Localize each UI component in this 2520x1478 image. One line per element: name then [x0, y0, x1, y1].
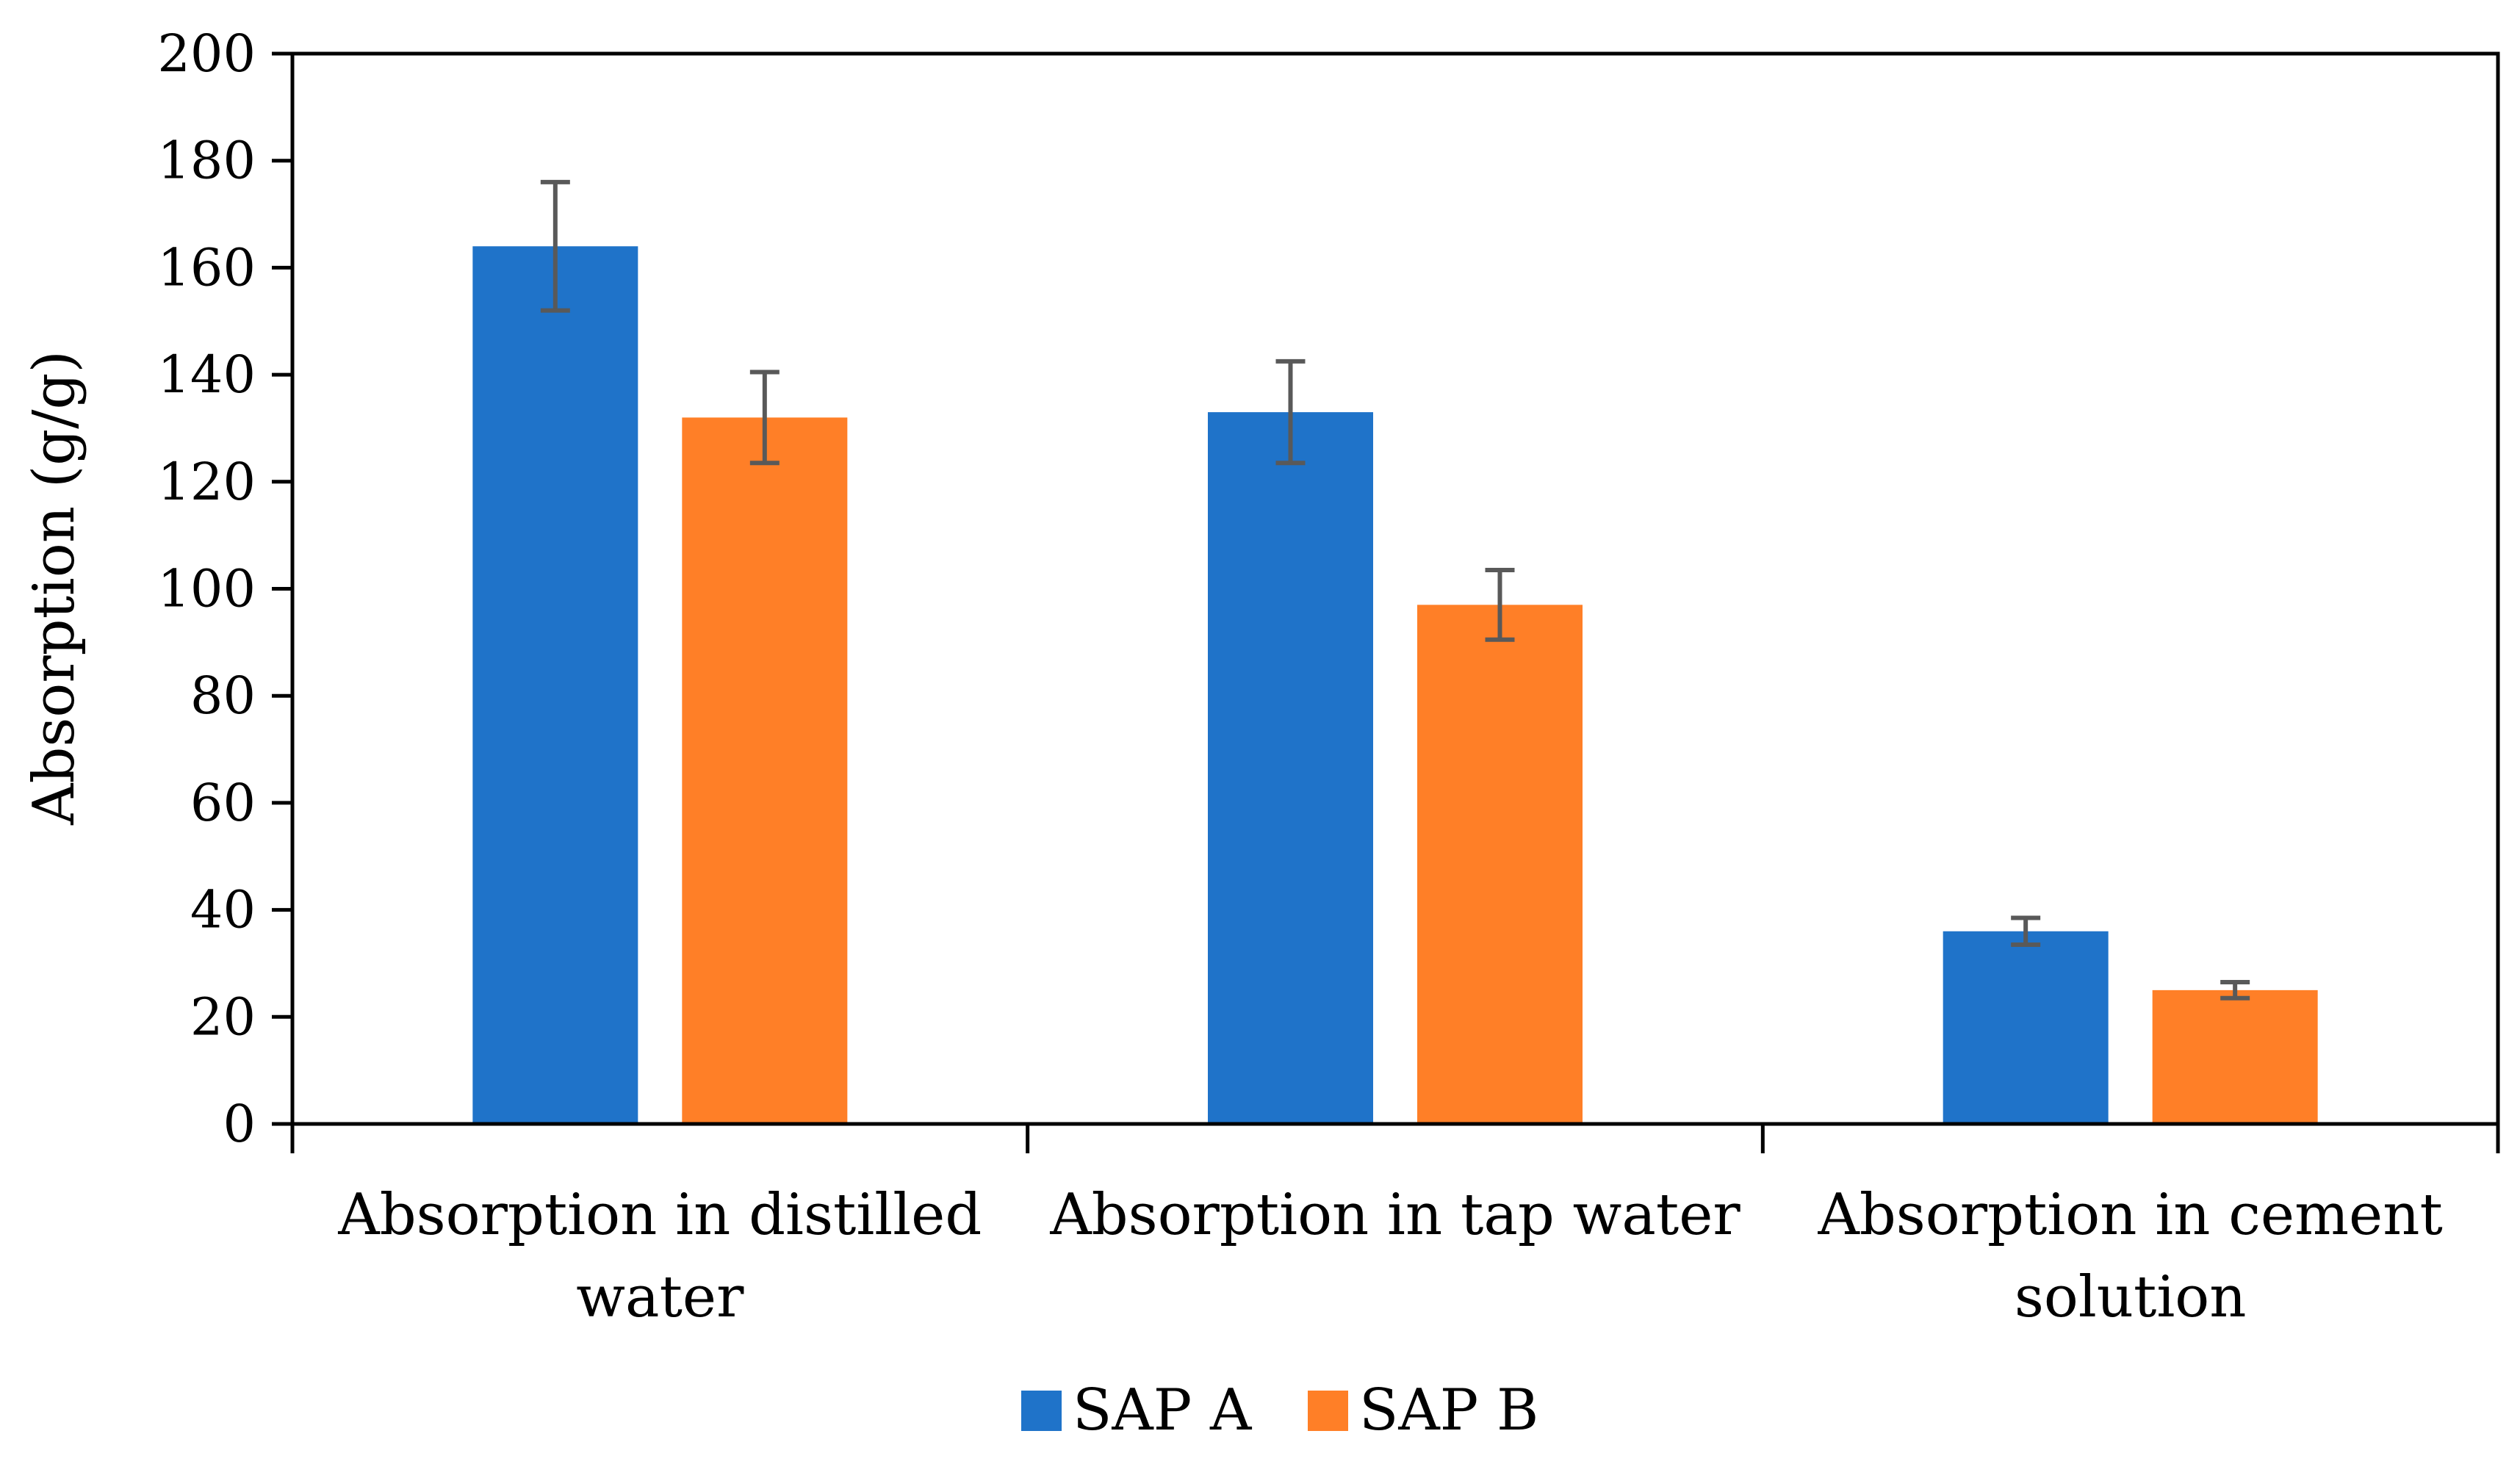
y-tick-label: 200	[157, 24, 256, 84]
error-bar	[1485, 568, 1515, 642]
legend-label-sap-a: SAP A	[1073, 1377, 1253, 1443]
y-tick-label: 20	[190, 987, 256, 1047]
x-category-label-line: Absorption in cement	[1818, 1182, 2443, 1248]
x-category-label-line: Absorption in distilled	[337, 1182, 982, 1248]
bar-sap-b-2	[1417, 605, 1583, 1124]
legend-label-sap-b: SAP B	[1359, 1377, 1538, 1443]
y-tick-label: 140	[157, 345, 256, 405]
bar-sap-a-2	[1208, 412, 1373, 1124]
x-category-label-line: Absorption in tap water	[1049, 1182, 1740, 1248]
y-tick-label: 160	[157, 237, 256, 298]
error-bar	[2011, 915, 2041, 947]
bars	[472, 246, 2318, 1124]
axes	[272, 51, 2500, 1153]
y-tick-label: 40	[190, 880, 256, 940]
x-category-label: Absorption in cement solution	[1818, 1182, 2443, 1330]
y-tick-label: 100	[157, 559, 256, 619]
error-bar	[1275, 358, 1306, 466]
x-category-label: Absorption in distilled water	[337, 1182, 982, 1330]
x-category-label-line: solution	[2015, 1264, 2247, 1330]
error-bars	[540, 179, 2250, 1001]
error-bar	[749, 370, 780, 466]
bar-sap-a-3	[1943, 931, 2109, 1124]
bar-sap-b-3	[2152, 989, 2318, 1124]
legend-swatch-sap-a	[1021, 1391, 1062, 1431]
y-tick-label: 0	[223, 1094, 256, 1154]
bar-sap-a-1	[472, 246, 638, 1124]
y-tick-label: 80	[190, 666, 256, 726]
error-bar	[540, 179, 570, 313]
y-tick-label: 60	[190, 773, 256, 833]
legend-swatch-sap-b	[1308, 1391, 1348, 1431]
error-bar	[2220, 979, 2250, 1001]
y-axis-title: Absorption (g/g)	[21, 350, 87, 826]
x-category-label-line: water	[576, 1264, 744, 1330]
legend: SAP A SAP B	[1021, 1377, 1538, 1443]
x-category-label: Absorption in tap water	[1049, 1182, 1740, 1248]
y-tick-labels: 0 20 40 60 80 100 120 140 160 180 200	[157, 24, 256, 1154]
y-tick-label: 120	[157, 452, 256, 512]
y-tick-label: 180	[157, 131, 256, 191]
bar-sap-b-1	[682, 417, 848, 1124]
